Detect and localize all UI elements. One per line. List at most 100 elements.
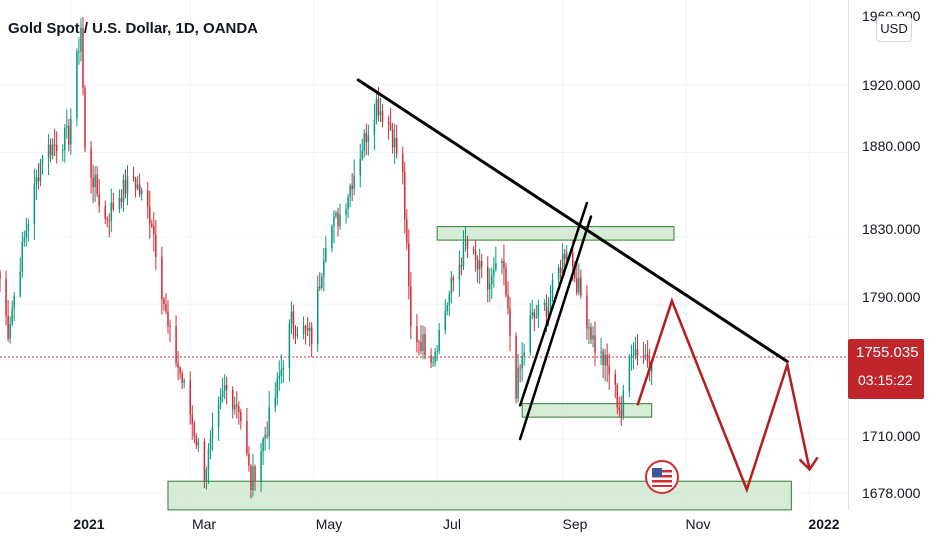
candle: [155, 220, 157, 271]
candle: [64, 124, 66, 163]
candle: [594, 321, 596, 366]
candle: [126, 165, 129, 206]
candle-body: [80, 27, 82, 52]
candle: [163, 297, 165, 311]
candle-body: [359, 158, 362, 176]
candle-body: [262, 438, 264, 452]
candle-body: [571, 252, 574, 267]
candle: [94, 166, 96, 202]
candle: [153, 211, 155, 252]
candle: [361, 138, 364, 161]
candle: [323, 248, 325, 292]
candle-body: [533, 312, 536, 318]
candle-body: [260, 451, 262, 482]
candle-body: [563, 254, 566, 260]
currency-button[interactable]: USD: [876, 16, 912, 42]
candle-body: [211, 427, 214, 440]
candle-body: [576, 278, 578, 293]
candle: [205, 466, 208, 490]
candle-body: [84, 88, 86, 149]
candle-body: [547, 307, 550, 317]
candle: [39, 158, 42, 187]
candle-body: [416, 326, 418, 342]
price-axis[interactable]: [848, 0, 932, 510]
candle-body: [608, 365, 610, 375]
candle: [122, 174, 125, 212]
candle: [280, 354, 283, 384]
candle: [217, 396, 220, 441]
candle-body: [452, 277, 455, 281]
candle-body: [545, 302, 548, 317]
candle-body: [9, 324, 11, 339]
candle-body: [238, 406, 240, 413]
candle: [118, 189, 121, 213]
candle: [480, 253, 483, 279]
candle-body: [559, 267, 562, 273]
candle: [535, 304, 538, 319]
bar-countdown: 03:15:22: [858, 372, 913, 388]
candle-body: [189, 380, 192, 415]
candle: [335, 210, 337, 219]
candle-body: [49, 144, 52, 156]
candle: [246, 407, 248, 457]
candle: [464, 225, 467, 252]
candle: [438, 323, 440, 355]
candle: [353, 159, 355, 196]
candle-body: [106, 218, 109, 221]
candle: [240, 408, 242, 430]
candle: [266, 421, 268, 439]
candle: [302, 316, 305, 340]
candle-body: [505, 268, 507, 295]
candle-body: [25, 230, 28, 238]
candle: [120, 189, 123, 209]
grid-lines: [0, 0, 848, 510]
candle: [92, 164, 94, 203]
channel-line-right: [518, 215, 593, 441]
candle: [389, 107, 392, 131]
candle-body: [509, 308, 511, 336]
candle: [325, 236, 327, 263]
x-tick-may: May: [315, 516, 343, 532]
candle: [495, 246, 497, 272]
us-flag-event-icon[interactable]: [645, 460, 679, 494]
candle: [211, 412, 214, 451]
candle-body: [78, 51, 80, 53]
candle-body: [306, 328, 309, 331]
candle: [434, 347, 436, 367]
candle-body: [175, 326, 177, 364]
candle-body: [361, 150, 364, 159]
candle-body: [616, 384, 619, 408]
candle-body: [321, 276, 323, 288]
candle-body: [434, 351, 436, 363]
candle-body: [155, 234, 157, 257]
candle: [96, 166, 98, 198]
candle-body: [373, 119, 376, 136]
candle-body: [436, 350, 438, 352]
candle-body: [604, 354, 606, 366]
candle-body: [345, 208, 347, 215]
candle-body: [622, 390, 625, 416]
candle: [406, 209, 408, 250]
candle-body: [375, 98, 378, 120]
candle: [49, 138, 52, 163]
candle: [169, 319, 171, 343]
candle: [551, 273, 554, 302]
candle: [489, 268, 491, 302]
candle: [90, 140, 92, 194]
candle-body: [51, 144, 54, 156]
candle: [112, 192, 115, 212]
candle: [68, 119, 70, 152]
candle-body: [444, 311, 447, 330]
candle-body: [7, 315, 9, 339]
candle-body: [472, 249, 475, 251]
candle: [373, 103, 376, 151]
candle: [236, 391, 238, 419]
candle: [559, 259, 562, 279]
candle: [254, 464, 256, 491]
candle-body: [140, 190, 143, 195]
candle: [408, 229, 410, 300]
candle-body: [401, 153, 404, 173]
y-tick-1678: 1678.000: [862, 485, 921, 501]
candle: [630, 344, 633, 371]
